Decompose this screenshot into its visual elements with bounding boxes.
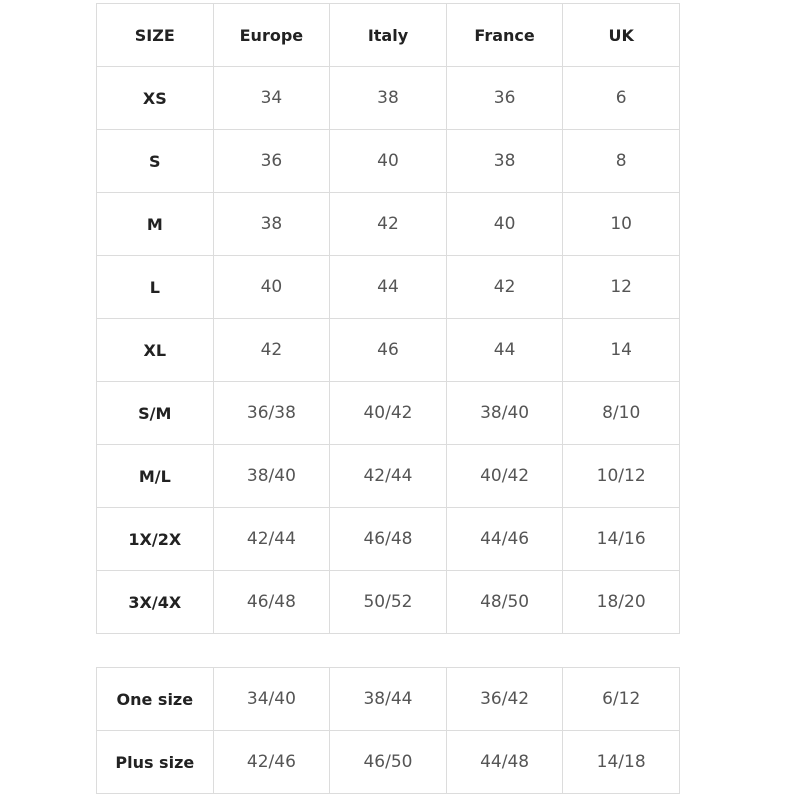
table-row: M/L 38/40 42/44 40/42 10/12 xyxy=(96,444,680,508)
size-value: 38/40 xyxy=(445,381,564,445)
size-value: 42 xyxy=(329,192,447,256)
size-value: 40 xyxy=(445,192,564,256)
size-value: 18/20 xyxy=(562,570,680,634)
size-value: 42/44 xyxy=(329,444,447,508)
size-value: 40/42 xyxy=(329,381,447,445)
size-value: 34/40 xyxy=(212,667,331,731)
size-value: 14/18 xyxy=(562,730,680,794)
size-value: 44/46 xyxy=(445,507,564,571)
size-value: 48/50 xyxy=(445,570,564,634)
size-value: 14 xyxy=(562,318,680,382)
size-label: 1X/2X xyxy=(96,507,214,571)
size-value: 6 xyxy=(562,66,680,130)
size-value: 12 xyxy=(562,255,680,319)
size-label: XS xyxy=(96,66,214,130)
size-value: 44 xyxy=(445,318,564,382)
table-row: XL 42 46 44 14 xyxy=(96,318,680,382)
table-row: S 36 40 38 8 xyxy=(96,129,680,193)
size-label: XL xyxy=(96,318,214,382)
table-row: 3X/4X 46/48 50/52 48/50 18/20 xyxy=(96,570,680,634)
size-value: 38 xyxy=(329,66,447,130)
size-value: 44 xyxy=(329,255,447,319)
size-value: 14/16 xyxy=(562,507,680,571)
size-value: 38 xyxy=(445,129,564,193)
size-value: 38 xyxy=(212,192,331,256)
size-value: 46 xyxy=(329,318,447,382)
size-value: 46/48 xyxy=(212,570,331,634)
size-value: 50/52 xyxy=(329,570,447,634)
size-value: 10 xyxy=(562,192,680,256)
size-value: 36 xyxy=(212,129,331,193)
header-cell: SIZE xyxy=(96,3,214,67)
table-row: Plus size 42/46 46/50 44/48 14/18 xyxy=(96,730,680,794)
size-value: 40 xyxy=(212,255,331,319)
header-cell: France xyxy=(445,3,564,67)
table-row: L 40 44 42 12 xyxy=(96,255,680,319)
table-row: M 38 42 40 10 xyxy=(96,192,680,256)
table-row: 1X/2X 42/44 46/48 44/46 14/16 xyxy=(96,507,680,571)
size-label: M/L xyxy=(96,444,214,508)
table-row: XS 34 38 36 6 xyxy=(96,66,680,130)
size-value: 36/38 xyxy=(212,381,331,445)
header-cell: UK xyxy=(562,3,680,67)
size-value: 46/48 xyxy=(329,507,447,571)
size-value: 36/42 xyxy=(445,667,564,731)
size-label: 3X/4X xyxy=(96,570,214,634)
size-value: 38/40 xyxy=(212,444,331,508)
size-value: 40 xyxy=(329,129,447,193)
size-value: 8/10 xyxy=(562,381,680,445)
size-value: 6/12 xyxy=(562,667,680,731)
size-value: 10/12 xyxy=(562,444,680,508)
size-label: One size xyxy=(96,667,214,731)
size-label: S xyxy=(96,129,214,193)
size-value: 34 xyxy=(212,66,331,130)
table-row: One size 34/40 38/44 36/42 6/12 xyxy=(96,667,680,731)
size-value: 44/48 xyxy=(445,730,564,794)
size-label: M xyxy=(96,192,214,256)
size-label: Plus size xyxy=(96,730,214,794)
extra-size-table: One size 34/40 38/44 36/42 6/12 Plus size 42/4… xyxy=(96,667,680,794)
table-row: S/M 36/38 40/42 38/40 8/10 xyxy=(96,381,680,445)
size-value: 46/50 xyxy=(329,730,447,794)
size-value: 38/44 xyxy=(329,667,447,731)
size-value: 40/42 xyxy=(445,444,564,508)
size-value: 8 xyxy=(562,129,680,193)
header-cell: Italy xyxy=(329,3,447,67)
size-table: SIZE Europe Italy France UK XS 34 38 36 6 S 36 40 38 8… xyxy=(96,3,680,634)
size-label: S/M xyxy=(96,381,214,445)
header-cell: Europe xyxy=(212,3,331,67)
size-value: 42 xyxy=(212,318,331,382)
header-row: SIZE Europe Italy France UK xyxy=(96,3,680,67)
size-value: 42 xyxy=(445,255,564,319)
size-value: 42/46 xyxy=(212,730,331,794)
size-value: 42/44 xyxy=(212,507,331,571)
size-value: 36 xyxy=(445,66,564,130)
size-label: L xyxy=(96,255,214,319)
